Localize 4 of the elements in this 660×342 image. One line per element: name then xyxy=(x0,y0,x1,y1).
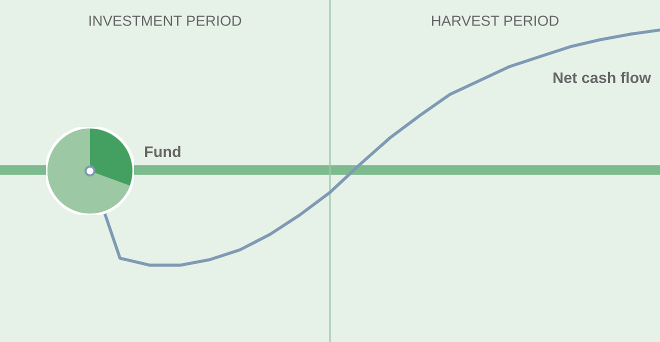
text: HARVEST PERIOD xyxy=(432,16,558,26)
ref-line-label: Fund xyxy=(145,146,180,158)
text: INVESTMENT PERIOD xyxy=(90,16,242,26)
series-label: Net cash flow xyxy=(554,72,652,84)
